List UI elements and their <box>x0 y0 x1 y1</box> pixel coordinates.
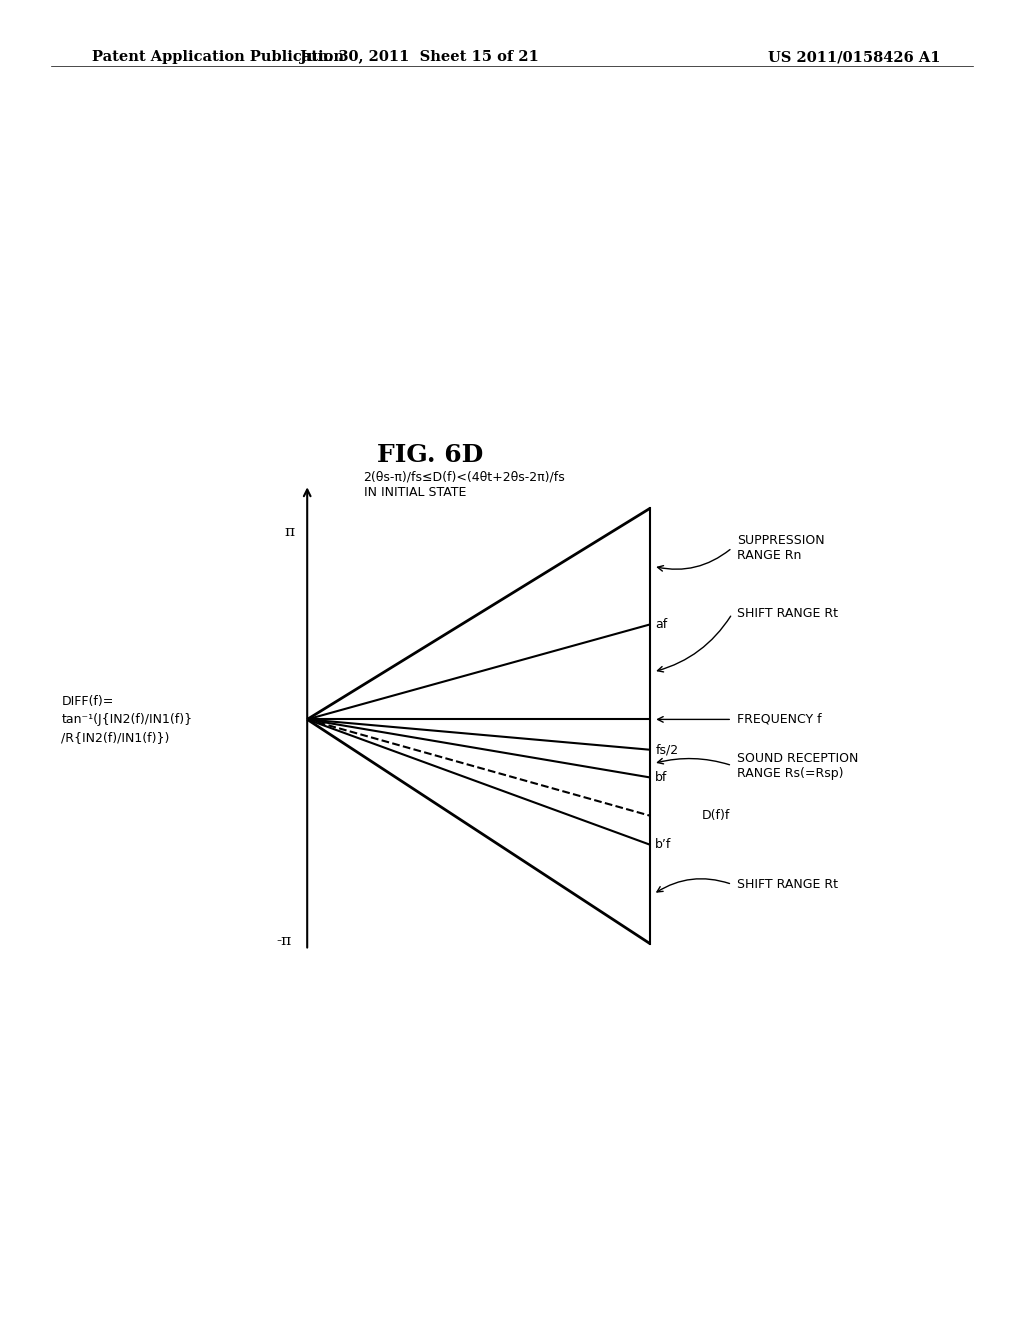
Text: SUPPRESSION
RANGE Rn: SUPPRESSION RANGE Rn <box>737 533 825 562</box>
Text: FIG. 6D: FIG. 6D <box>377 444 483 467</box>
Text: fs/2: fs/2 <box>655 743 679 756</box>
Text: SHIFT RANGE Rt: SHIFT RANGE Rt <box>737 878 839 891</box>
Text: bf: bf <box>655 771 668 784</box>
Text: π: π <box>285 525 295 539</box>
Text: SOUND RECEPTION
RANGE Rs(=Rsp): SOUND RECEPTION RANGE Rs(=Rsp) <box>737 751 859 780</box>
Text: DIFF(f)=
tan⁻¹(J{IN2(f)/IN1(f)}
/R{IN2(f)/IN1(f)}): DIFF(f)= tan⁻¹(J{IN2(f)/IN1(f)} /R{IN2(f… <box>61 694 193 744</box>
Text: FREQUENCY f: FREQUENCY f <box>737 713 822 726</box>
Text: Jun. 30, 2011  Sheet 15 of 21: Jun. 30, 2011 Sheet 15 of 21 <box>300 50 540 65</box>
Text: D(f)f: D(f)f <box>701 809 730 822</box>
Text: b’f: b’f <box>655 838 672 851</box>
Text: 2(θs-π)/fs≤D(f)<(4θt+2θs-2π)/fs
IN INITIAL STATE: 2(θs-π)/fs≤D(f)<(4θt+2θs-2π)/fs IN INITI… <box>364 471 565 499</box>
Text: af: af <box>655 618 668 631</box>
Text: -π: -π <box>276 935 292 948</box>
Text: Patent Application Publication: Patent Application Publication <box>92 50 344 65</box>
Text: SHIFT RANGE Rt: SHIFT RANGE Rt <box>737 607 839 620</box>
Text: US 2011/0158426 A1: US 2011/0158426 A1 <box>768 50 940 65</box>
